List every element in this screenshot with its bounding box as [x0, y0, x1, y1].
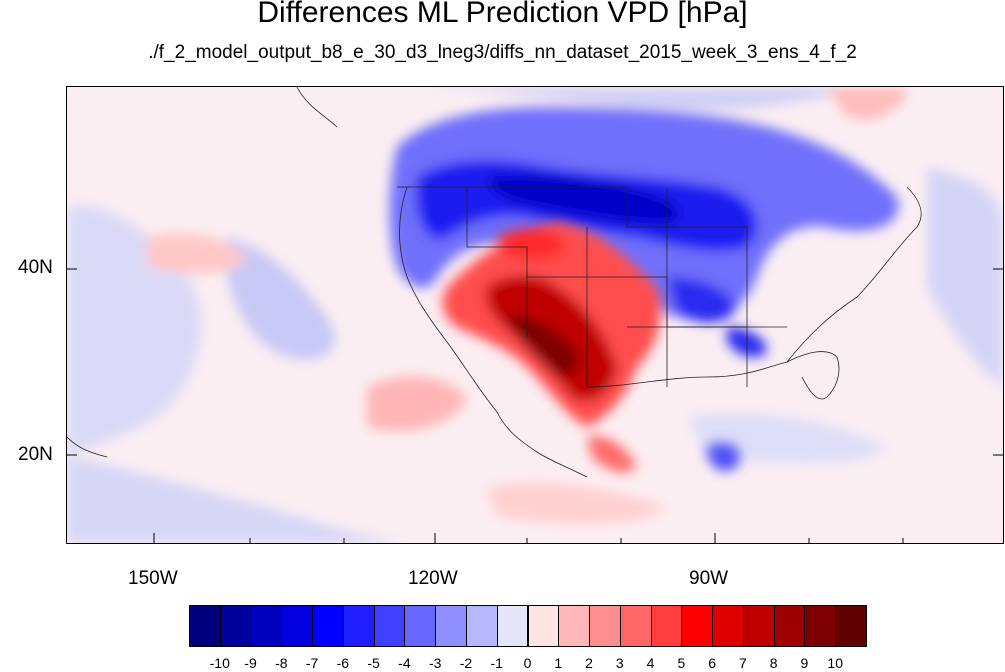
colorbar-cell — [619, 605, 652, 647]
coastlines — [67, 87, 922, 478]
map-panel — [66, 86, 1004, 544]
colorbar-label: -4 — [398, 655, 411, 671]
colorbar-label: 4 — [646, 655, 655, 671]
colorbar-cell — [312, 605, 344, 647]
colorbar-cell — [773, 605, 806, 647]
colorbar-label: -8 — [275, 655, 288, 671]
colorbar-label: 10 — [827, 655, 843, 671]
lon-label-90w: 90W — [689, 568, 729, 589]
colorbar-label: 1 — [554, 655, 563, 671]
colorbar-label: 0 — [523, 655, 532, 671]
ocean-anomaly-patches — [67, 87, 1003, 543]
colorbar-cell — [496, 605, 529, 647]
colorbar-label: -9 — [244, 655, 257, 671]
colorbar-label: 6 — [708, 655, 717, 671]
colorbar-label: -1 — [490, 655, 503, 671]
colorbar-cell — [189, 605, 221, 647]
lon-label-120w: 120W — [408, 568, 458, 589]
positive-anomaly-region — [442, 222, 661, 473]
colorbar-label: 2 — [585, 655, 593, 671]
colorbar-label: -5 — [367, 655, 380, 671]
colorbar-cell — [835, 605, 867, 647]
vpd-difference-field — [67, 87, 1003, 543]
colorbar-cell — [558, 605, 591, 647]
colorbar-cell — [681, 605, 714, 647]
lat-label-20n: 20N — [18, 444, 53, 465]
colorbar-cell — [435, 605, 467, 647]
colorbar-label: 3 — [615, 655, 624, 671]
colorbar-label: 9 — [800, 655, 809, 671]
colorbar-label: -2 — [459, 655, 473, 671]
colorbar-cell — [342, 605, 375, 647]
map-title: Differences ML Prediction VPD [hPa] — [257, 0, 748, 29]
colorbar-cell — [250, 605, 283, 647]
colorbar-cell — [404, 605, 437, 647]
colorbar-label: 7 — [739, 655, 747, 671]
colorbar-cell — [589, 605, 621, 647]
colorbar-cell — [742, 605, 775, 647]
colorbar-cell — [527, 605, 560, 647]
colorbar-cell — [373, 605, 406, 647]
colorbar-cell — [712, 605, 744, 647]
colorbar-label: -7 — [305, 655, 319, 671]
colorbar-label: -6 — [336, 655, 350, 671]
colorbar-cell — [465, 605, 498, 647]
colorbar-cell — [281, 605, 314, 647]
colorbar-cell — [804, 605, 837, 647]
colorbar-cell — [219, 605, 252, 647]
lon-label-150w: 150W — [128, 568, 178, 589]
colorbar-label: -3 — [428, 655, 442, 671]
lat-label-40n: 40N — [18, 257, 53, 278]
interior-ticks — [67, 268, 1003, 543]
colorbar-label: 8 — [769, 655, 778, 671]
colorbar-label: -10 — [209, 655, 230, 671]
colorbar-cell — [650, 605, 683, 647]
map-subtitle: ./f_2_model_output_b8_e_30_d3_lneg3/diff… — [148, 42, 857, 63]
colorbar-label: 5 — [677, 655, 686, 671]
